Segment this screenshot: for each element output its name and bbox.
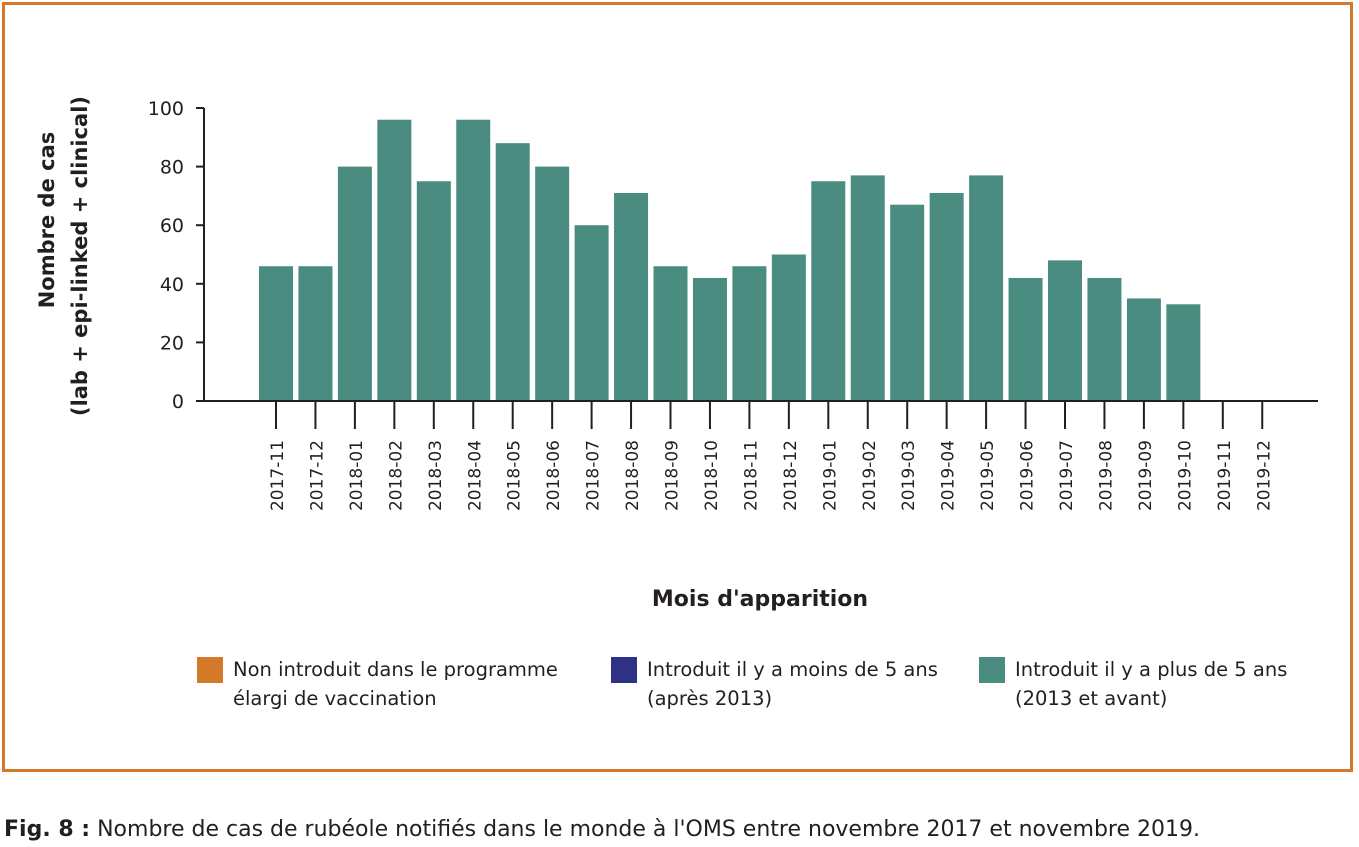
bar-2019-02 [850,175,885,401]
bar-2019-03 [890,204,925,401]
bar-2018-11 [732,266,767,401]
bar-2017-12 [298,266,333,401]
legend-label: Non introduit dans le programme élargi de… [233,658,558,710]
y-tick-label: 80 [160,157,184,179]
x-tick-label: 2019-02 [860,440,880,511]
x-tick-label: 2019-06 [1018,440,1038,511]
axes-group [196,108,1318,402]
legend-swatch-orange [197,657,223,683]
bar-2019-10 [1166,304,1201,401]
x-tick-label: 2019-04 [939,440,959,511]
y-tick-label: 40 [160,274,184,296]
y-axis-title-line2: (lab + epi-linked + clinical) [68,96,92,416]
legend-label: Introduit il y a moins de 5 ans (après 20… [647,658,938,710]
y-axis-title: Nombre de cas (lab + epi-linked + clinic… [35,96,92,416]
x-tick-label: 2018-12 [781,440,801,511]
bar-2018-04 [456,119,491,401]
y-tick-label: 60 [160,215,184,237]
x-tick-label: 2019-09 [1136,440,1156,511]
bar-2019-09 [1126,298,1161,401]
figure-caption: Fig. 8 : Nombre de cas de rubéole notifi… [4,817,1200,842]
bar-2019-07 [1048,260,1082,401]
x-tick-label: 2018-03 [426,440,446,511]
caption-text: Nombre de cas de rubéole notifiés dans l… [90,817,1201,842]
x-tick-label: 2019-11 [1215,440,1235,511]
x-tick-label: 2018-07 [584,440,604,511]
x-tick-label: 2017-12 [307,440,327,511]
bar-2018-08 [614,192,649,401]
x-tick-label: 2018-08 [623,440,643,511]
bar-2019-06 [1008,277,1043,401]
legend-swatch-teal [979,657,1005,683]
bar-2018-06 [535,166,570,401]
x-tick-label: 2018-11 [741,440,761,511]
x-ticks-group: 2017-11 2017-12 2018-01 2018-02 2018-03 2018-… [268,401,1274,511]
bar-2019-05 [969,175,1004,401]
y-tick-label: 100 [148,98,184,120]
x-tick-label: 2018-05 [505,440,525,511]
x-axis-title: Mois d'apparition [652,587,868,612]
bar-2018-10 [692,277,727,401]
x-tick-label: 2019-01 [820,440,840,511]
y-ticks-group: 0 20 40 60 80 100 [148,98,204,413]
bar-2019-01 [811,181,846,401]
bar-2018-01 [337,166,372,401]
x-tick-label: 2019-08 [1096,440,1116,511]
bar-2018-02 [377,119,412,401]
bar-2018-09 [653,266,688,401]
bar-2018-12 [771,254,806,401]
x-tick-label: 2019-05 [978,440,998,511]
legend-swatch-blue [611,657,637,683]
caption-label: Fig. 8 : [4,817,91,842]
x-tick-label: 2018-10 [702,440,722,511]
x-tick-label: 2019-03 [899,440,919,511]
bar-2019-04 [929,192,964,401]
x-tick-label: 2019-10 [1175,440,1195,511]
bar-chart: Nombre de cas (lab + epi-linked + clinic… [35,96,1318,612]
bar-2018-07 [574,225,609,401]
figure-frame [2,2,1353,772]
legend-label: Introduit il y a plus de 5 ans (2013 et a… [1015,658,1288,710]
x-tick-label: 2018-04 [465,440,485,511]
x-tick-label: 2018-06 [544,440,564,511]
x-tick-label: 2019-12 [1254,440,1274,511]
bar-2017-11 [259,266,293,401]
x-tick-label: 2018-02 [386,440,406,511]
y-tick-label: 20 [160,332,184,354]
x-tick-label: 2017-11 [268,440,288,511]
bar-2019-08 [1087,277,1122,401]
x-tick-label: 2018-01 [347,440,367,511]
y-axis-title-line1: Nombre de cas [35,132,59,309]
bars-group [259,119,1201,401]
x-tick-label: 2018-09 [663,440,683,511]
bar-2018-03 [416,181,451,401]
bar-2018-05 [495,143,530,401]
x-tick-label: 2019-07 [1057,440,1077,511]
y-tick-label: 0 [172,391,184,413]
